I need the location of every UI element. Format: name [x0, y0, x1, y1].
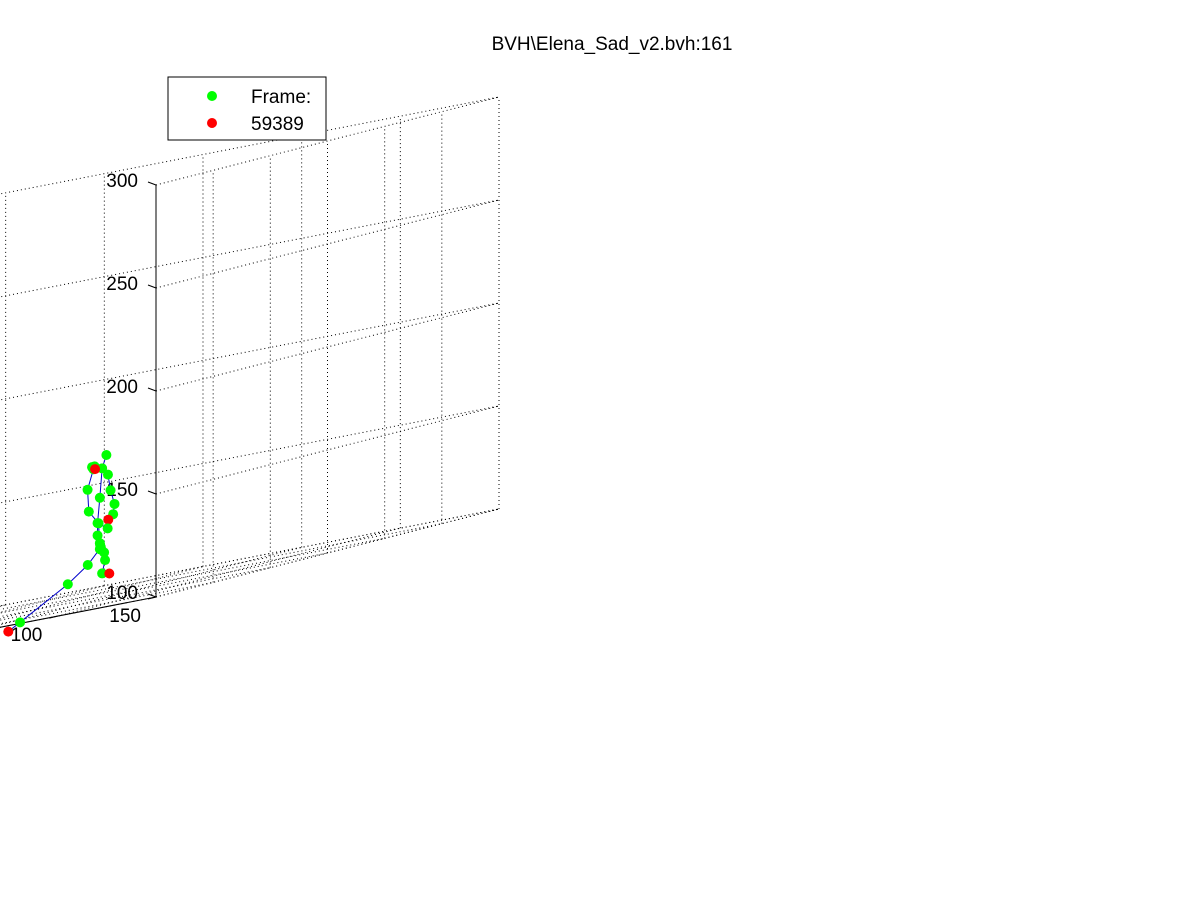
grid-line-side-z — [0, 508, 500, 607]
y-tick-mark — [147, 596, 157, 600]
skeleton-joints — [3, 450, 120, 637]
z-tick-label: 200 — [106, 377, 138, 398]
grid-line-floor-x — [0, 552, 328, 618]
end-effector-marker — [104, 568, 115, 579]
grid-line-floor-y — [0, 546, 302, 626]
legend-label-frame: Frame: — [251, 87, 311, 108]
end-effector-marker — [3, 626, 14, 637]
z-tick-mark — [147, 181, 157, 186]
grid-line-floor-x — [0, 508, 500, 607]
joint-marker — [62, 579, 73, 590]
grid-line-side-z — [0, 405, 500, 504]
joint-marker — [15, 617, 26, 628]
y-tick-label: 150 — [109, 606, 141, 627]
grid — [0, 96, 500, 628]
end-effector-marker — [103, 514, 114, 525]
joint-marker — [82, 484, 93, 495]
joint-marker — [97, 568, 108, 579]
bone-segment — [19, 583, 69, 623]
joint-marker — [105, 485, 116, 496]
joint-marker — [93, 518, 104, 529]
z-tick-mark — [147, 387, 157, 392]
z-tick-mark — [147, 593, 157, 598]
legend-label-frame-number: 59389 — [251, 114, 304, 135]
end-effector-marker — [90, 464, 101, 475]
z-tick-label: 300 — [106, 171, 138, 192]
joint-marker — [94, 492, 105, 503]
legend-marker-frame — [207, 91, 217, 101]
grid-line-side-z — [0, 302, 500, 401]
y-tick-label: 100 — [11, 625, 43, 646]
grid-line-floor-x — [0, 537, 385, 614]
joint-marker — [101, 450, 112, 461]
chart-title: BVH\Elena_Sad_v2.bvh:161 — [492, 34, 733, 55]
joint-marker — [83, 506, 94, 517]
legend: Frame: 59389 — [167, 76, 327, 141]
joint-marker — [99, 547, 110, 558]
y-tick-mark — [49, 615, 58, 619]
legend-marker-frame-number — [207, 118, 217, 128]
z-tick-mark — [147, 284, 157, 289]
grid-line-side-z — [0, 199, 500, 298]
joint-marker — [102, 469, 113, 480]
joint-marker — [109, 498, 120, 509]
z-tick-label: 100 — [106, 583, 138, 604]
z-tick-label: 150 — [106, 480, 138, 501]
axes: -150-100-50050100150-150-100-50050100150… — [0, 171, 157, 646]
grid-line-side-z — [0, 96, 500, 195]
z-tick-label: 250 — [106, 274, 138, 295]
joint-marker — [102, 523, 113, 534]
joint-marker — [82, 559, 93, 570]
legend-box — [167, 76, 327, 141]
joint-marker — [100, 555, 111, 566]
joint-marker — [92, 530, 103, 541]
grid-line-floor-y — [0, 604, 6, 607]
z-tick-mark — [147, 490, 157, 495]
